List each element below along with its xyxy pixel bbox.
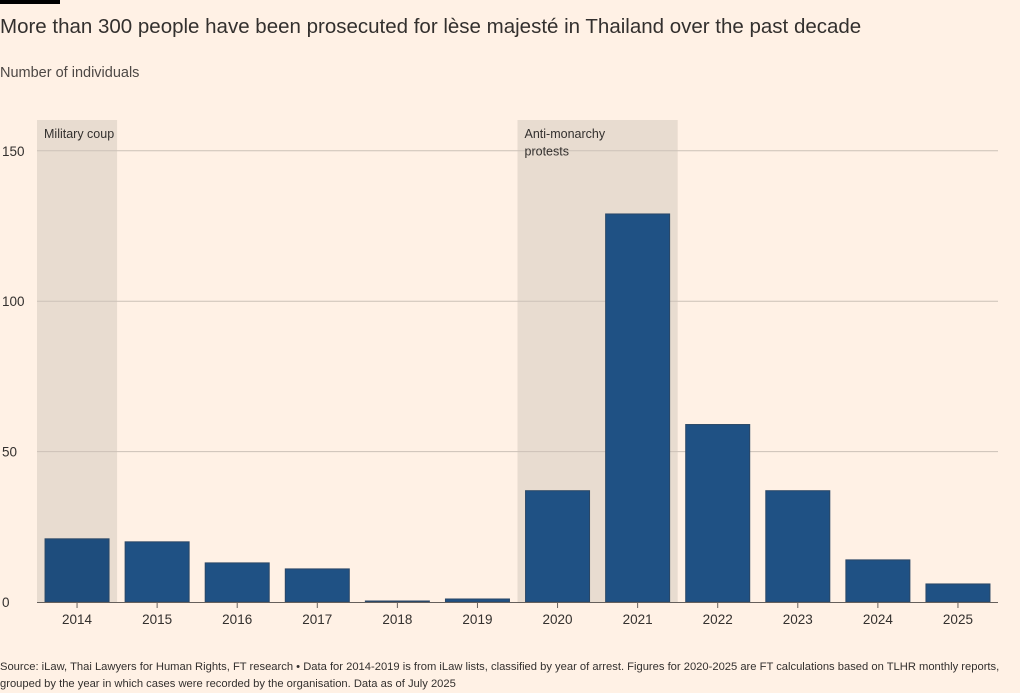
- y-tick-label: 150: [2, 144, 25, 159]
- x-tick-label: 2017: [302, 612, 332, 627]
- x-tick-label: 2021: [623, 612, 653, 627]
- annotation-label-1: Anti-monarchy: [525, 127, 606, 141]
- bar-2019: [444, 598, 510, 603]
- source-note: Source: iLaw, Thai Lawyers for Human Rig…: [0, 661, 1000, 690]
- x-tick-label: 2024: [863, 612, 894, 627]
- x-tick-label: 2015: [142, 612, 172, 627]
- y-tick-label: 100: [2, 294, 25, 309]
- bar-2014: [44, 538, 110, 603]
- x-tick-label: 2019: [462, 612, 492, 627]
- annotation-label-0: Military coup: [44, 127, 114, 141]
- chart-subtitle: Number of individuals: [0, 65, 140, 81]
- y-tick-label: 0: [2, 595, 10, 610]
- bar-2024: [845, 559, 911, 603]
- x-tick-label: 2016: [222, 612, 252, 627]
- bar-2015: [124, 541, 190, 603]
- x-tick-label: 2025: [943, 612, 973, 627]
- bar-2021: [605, 213, 671, 603]
- x-tick-label: 2023: [783, 612, 813, 627]
- annotation-band-0: [37, 120, 118, 602]
- x-tick-label: 2018: [382, 612, 412, 627]
- brand-bar: [0, 0, 60, 4]
- bar-2017: [284, 568, 350, 603]
- chart-title: More than 300 people have been prosecute…: [0, 15, 862, 38]
- bar-2022: [685, 424, 751, 603]
- x-tick-label: 2020: [543, 612, 573, 627]
- y-tick-label: 50: [2, 445, 17, 460]
- bar-2020: [525, 490, 591, 603]
- bar-2025: [925, 583, 991, 603]
- bar-2018: [364, 600, 430, 603]
- annotation-label-1: protests: [525, 145, 569, 159]
- x-tick-label: 2022: [703, 612, 733, 627]
- bar-2016: [204, 562, 270, 603]
- bar-2023: [765, 490, 831, 603]
- x-tick-label: 2014: [62, 612, 93, 627]
